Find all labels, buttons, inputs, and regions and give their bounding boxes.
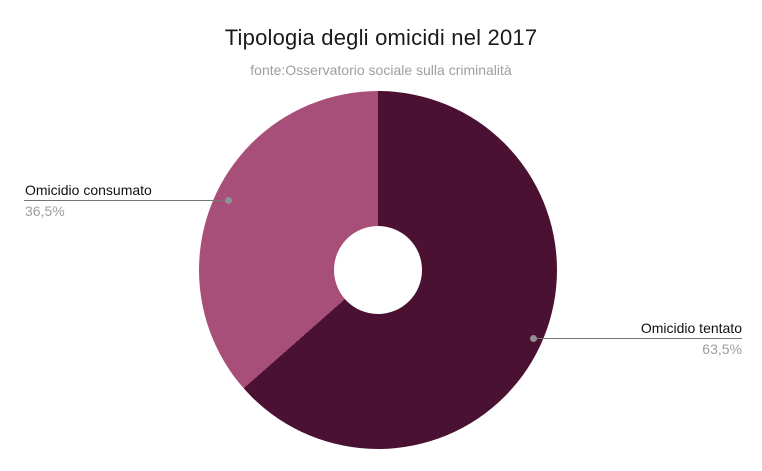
chart-subtitle: fonte:Osservatorio sociale sulla crimina…: [250, 62, 512, 78]
slice-label-omicidio-consumato: Omicidio consumato: [25, 182, 152, 198]
leader-dot-consumato: [225, 197, 232, 204]
leader-line-tentato: [533, 338, 742, 339]
leader-line-consumato: [24, 200, 228, 201]
slice-label-omicidio-tentato: Omicidio tentato: [640, 320, 742, 336]
slice-percent-omicidio-consumato: 36,5%: [25, 203, 65, 219]
chart-title: Tipologia degli omicidi nel 2017: [224, 25, 538, 50]
donut-hole: [334, 226, 422, 314]
slice-percent-omicidio-tentato: 63,5%: [702, 341, 742, 357]
leader-dot-tentato: [530, 335, 537, 342]
